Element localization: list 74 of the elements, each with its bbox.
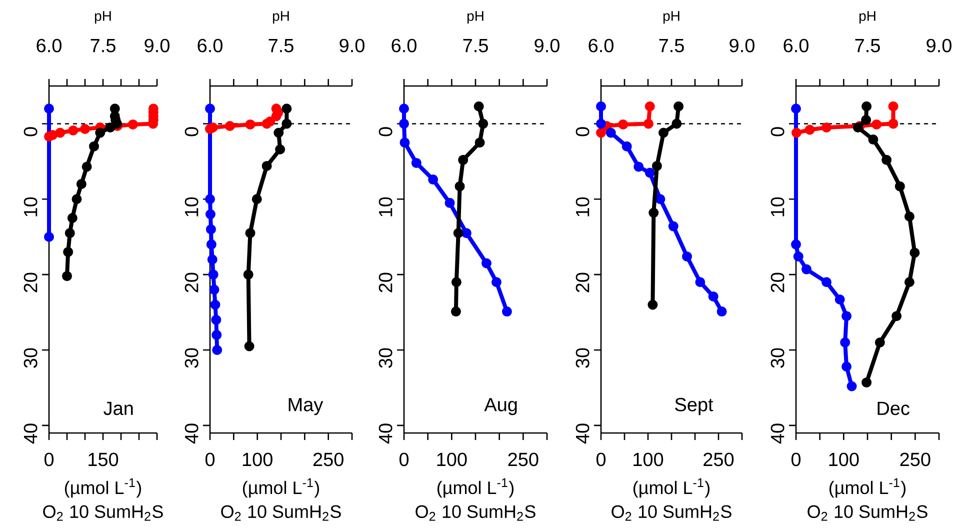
x2-tick-label: 7.5 <box>268 39 294 52</box>
y-tick-label: 0 <box>770 127 784 136</box>
y-tick-label: 10 <box>770 197 784 216</box>
x-axis-title: (µmol L$^{-1}$) <box>64 478 142 498</box>
x-tick-label: 250 <box>900 452 930 466</box>
x2-tick-label: 6.0 <box>392 38 416 52</box>
x2-axis-title: pH <box>859 11 876 24</box>
y-tick-label: 20 <box>378 272 392 292</box>
y-tick-label: 30 <box>184 348 198 368</box>
x2-tick-label: 7.5 <box>855 39 880 52</box>
text: O$_{2}$ 10 SumH$_{2}$S <box>43 505 163 521</box>
x2-tick-label: 7.5 <box>659 39 684 52</box>
x2-axis-title: pH <box>663 11 680 24</box>
x-tick-label: 100 <box>242 452 272 466</box>
x-tick-label: 250 <box>704 452 734 466</box>
x-tick-label: 100 <box>829 452 859 466</box>
x-axis-title: (µmol L$^{-1}$) <box>633 478 710 498</box>
y-tick-label: 20 <box>576 272 590 292</box>
y-tick-label: 40 <box>24 424 38 444</box>
y-tick-label: 0 <box>576 127 590 136</box>
x2-axis-title: pH <box>94 11 111 24</box>
x-tick-label: 0 <box>44 452 54 466</box>
text: O$_{2}$ 10 SumH$_{2}$S <box>808 505 928 521</box>
y-tick-label: 20 <box>24 272 38 292</box>
x2-tick-label: 7.5 <box>90 39 116 52</box>
x-tick-label: 250 <box>313 452 344 466</box>
x-tick-label: 0 <box>596 452 606 466</box>
y-tick-label: 10 <box>576 197 590 216</box>
x-tick-label: 0 <box>399 452 409 466</box>
x2-tick-label: 6.0 <box>36 38 62 52</box>
x-axis-title: (µmol L$^{-1}$) <box>242 478 320 498</box>
y-tick-label: 40 <box>770 424 784 444</box>
x-axis-title: (µmol L$^{-1}$) <box>829 478 906 498</box>
x2-tick-label: 9.0 <box>926 38 952 52</box>
y-tick-label: 20 <box>184 272 198 292</box>
text: O$_{2}$ 10 SumH$_{2}$S <box>416 505 536 521</box>
x-tick-label: 150 <box>88 452 118 466</box>
text: Jan <box>104 402 133 416</box>
y-tick-label: 40 <box>378 424 392 444</box>
text: May <box>288 398 324 416</box>
x2-axis-title: pH <box>272 11 289 24</box>
y-tick-label: 10 <box>378 197 392 216</box>
y-tick-label: 0 <box>24 127 38 136</box>
x2-axis-title: pH <box>467 11 484 24</box>
y-tick-label: 40 <box>576 424 590 444</box>
text: Sept <box>675 398 714 416</box>
x-axis-title: (µmol L$^{-1}$) <box>437 478 514 498</box>
x2-tick-label: 9.0 <box>340 38 364 52</box>
x2-tick-label: 6.0 <box>784 38 808 52</box>
x2-tick-label: 6.0 <box>588 38 614 52</box>
y-tick-label: 20 <box>770 272 784 292</box>
y-tick-label: 30 <box>378 348 392 368</box>
text: O$_{2}$ 10 SumH$_{2}$S <box>221 505 341 521</box>
x-tick-label: 100 <box>634 452 664 466</box>
y-tick-label: 10 <box>184 197 198 216</box>
x-tick-label: 100 <box>437 452 467 466</box>
text: Dec <box>878 402 910 416</box>
y-tick-label: 0 <box>378 127 392 136</box>
x2-tick-label: 9.0 <box>534 38 560 52</box>
x2-tick-label: 7.5 <box>463 39 488 52</box>
x-tick-label: 0 <box>791 452 801 466</box>
y-tick-label: 30 <box>770 348 784 368</box>
text: Aug <box>484 398 517 416</box>
y-tick-label: 40 <box>184 424 198 444</box>
x2-tick-label: 6.0 <box>198 38 222 52</box>
y-tick-label: 30 <box>576 348 590 368</box>
x2-tick-label: 9.0 <box>730 38 754 52</box>
y-tick-label: 10 <box>24 197 38 216</box>
x-tick-label: 250 <box>508 452 538 466</box>
x-tick-label: 0 <box>205 452 215 466</box>
text: O$_{2}$ 10 SumH$_{2}$S <box>612 505 732 521</box>
y-tick-label: 30 <box>24 348 38 368</box>
x2-tick-label: 9.0 <box>144 38 170 52</box>
y-tick-label: 0 <box>184 127 198 136</box>
